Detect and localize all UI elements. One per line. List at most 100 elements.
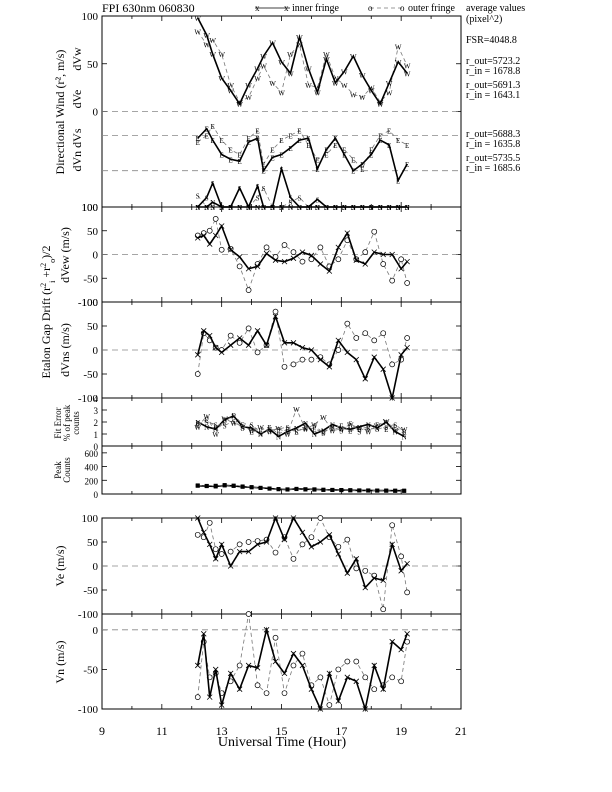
y-tick-label: 50 (87, 537, 99, 549)
point-marker: S (324, 204, 328, 212)
point-marker: N (228, 204, 233, 212)
point-marker: N (297, 204, 302, 212)
outer-fringe-point (227, 332, 234, 339)
point-marker: S (229, 204, 233, 212)
outer-fringe-point (263, 244, 270, 251)
point-marker: N (342, 204, 347, 212)
point-marker: S (351, 204, 355, 212)
point-marker: S (259, 430, 263, 438)
point-marker: E (315, 166, 319, 174)
legend-inner-marker: x (284, 3, 289, 13)
outer-fringe-point (212, 546, 219, 553)
y-tick-label: -50 (83, 273, 98, 285)
point-marker: E (324, 147, 328, 155)
inner-fringe-point (263, 342, 270, 348)
inner-fringe-point (326, 268, 333, 274)
inner-fringe-point (290, 650, 297, 657)
point-marker: E (196, 135, 200, 143)
point-marker: E (396, 177, 400, 185)
outer-fringe-point (308, 256, 315, 263)
point-marker: E (297, 137, 301, 145)
outer-fringe-point (245, 325, 252, 332)
outer-fringe-point (389, 674, 396, 681)
outer-fringe-point (404, 589, 410, 596)
inner-fringe-point (218, 541, 225, 548)
inner-fringe-point (218, 702, 225, 708)
point-marker: E (348, 427, 352, 435)
y-tick-label: 50 (87, 226, 99, 238)
outer-fringe-point (371, 228, 378, 235)
inner-fringe-point (290, 255, 297, 262)
point-marker: N (270, 204, 275, 212)
point-marker: N (246, 204, 251, 212)
point-marker: N (231, 413, 236, 421)
point-marker: W (287, 51, 294, 59)
point-marker: N (312, 431, 317, 439)
point-marker: S (232, 418, 236, 426)
inner-fringe-point (272, 515, 279, 521)
inner-fringe-point (404, 631, 410, 637)
point-marker: E (330, 425, 334, 433)
outer-fringe-point (317, 674, 324, 681)
series-E-outer (197, 125, 408, 170)
point-marker: S (396, 204, 400, 212)
y-tick-label: 100 (82, 202, 99, 214)
inner-fringe-point (299, 344, 306, 351)
point-marker: E (357, 426, 361, 434)
point-marker: W (395, 44, 402, 52)
point-marker: E (237, 151, 241, 159)
point-marker: E (270, 147, 274, 155)
inner-fringe-point (362, 584, 369, 591)
y-tick-label: 100 (82, 202, 99, 214)
point-marker: E (255, 135, 259, 143)
point-marker: N (294, 425, 299, 433)
point-marker: S (387, 204, 391, 212)
y-tick-label: -100 (78, 704, 99, 716)
point-marker (294, 487, 299, 492)
outer-fringe-point (245, 539, 252, 545)
point-marker: N (255, 204, 260, 212)
point-marker: N (297, 204, 302, 212)
outer-fringe-point (290, 249, 297, 255)
point-marker: W (404, 70, 411, 78)
point-marker: S (393, 421, 397, 429)
point-marker: N (246, 204, 251, 212)
point-marker: S (238, 204, 242, 212)
inner-fringe-point (218, 223, 225, 229)
point-marker: W (266, 429, 273, 437)
x-tick-label: 15 (276, 724, 288, 738)
point-marker: S (250, 421, 254, 429)
inner-fringe-point (227, 563, 234, 569)
point-marker (213, 483, 218, 488)
inner-fringe-point (212, 344, 219, 351)
y-tick-label: 400 (85, 463, 99, 473)
series-E-inner (197, 127, 408, 183)
point-marker: W (359, 94, 366, 102)
point-marker: N (375, 425, 380, 433)
point-marker: N (378, 204, 383, 212)
inner-fringe-point (398, 568, 404, 574)
point-marker: N (366, 421, 371, 429)
point-marker: W (248, 427, 255, 435)
point-marker: S (357, 429, 361, 437)
y-tick-label: 100 (82, 513, 99, 525)
y-tick-label: 200 (85, 476, 99, 486)
point-marker: E (402, 431, 406, 439)
point-marker: E (205, 126, 209, 134)
point-marker: W (269, 80, 276, 88)
outer-fringe-point (194, 694, 201, 700)
inner-fringe-point (326, 532, 333, 538)
point-marker: E (196, 139, 200, 147)
point-marker: N (288, 204, 293, 212)
point-marker: W (386, 89, 393, 97)
x-axis-label: Universal Time (Hour) (218, 735, 347, 750)
point-marker: N (387, 204, 392, 212)
outer-fringe-point (206, 519, 213, 526)
legend: x x inner fringe o o outer fringe (255, 3, 455, 14)
outer-fringe-point (254, 682, 261, 689)
point-marker: E (405, 142, 409, 150)
point-marker: E (360, 166, 364, 174)
point-marker: E (306, 142, 310, 150)
point-marker (303, 487, 308, 492)
ylabel-dvn-dvs: dVn dVs (70, 128, 84, 171)
